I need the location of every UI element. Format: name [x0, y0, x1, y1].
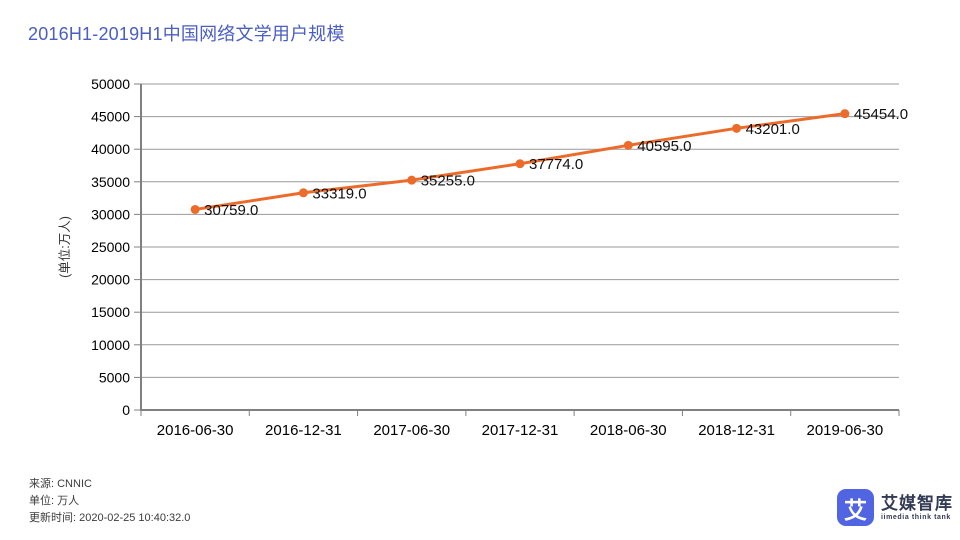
x-tick-label: 2016-06-30: [157, 422, 234, 439]
data-point: [407, 175, 417, 185]
iimedia-logo: 艾 艾媒智库 iimedia think tank: [837, 489, 953, 526]
y-tick-label: 50000: [91, 76, 130, 92]
iimedia-tagline: iimedia think tank: [881, 513, 951, 521]
data-point: [623, 140, 633, 150]
data-point-label: 33319.0: [312, 185, 366, 202]
iimedia-logo-icon: 艾: [837, 489, 874, 526]
data-point: [190, 204, 200, 214]
x-tick-label: 2018-06-30: [590, 422, 667, 439]
y-tick-label: 5000: [99, 369, 130, 385]
x-tick-label: 2019-06-30: [806, 422, 883, 439]
x-tick-label: 2017-12-31: [482, 422, 559, 439]
footer-notes: 来源: CNNIC 单位: 万人 更新时间: 2020-02-25 10:40:…: [29, 478, 190, 525]
data-point-label: 40595.0: [637, 138, 691, 155]
data-point-label: 45454.0: [854, 106, 908, 123]
data-point: [515, 159, 525, 169]
y-tick-label: 30000: [91, 206, 130, 222]
y-tick-label: 40000: [91, 141, 130, 157]
x-tick-label: 2018-12-31: [698, 422, 775, 439]
data-point: [840, 109, 850, 119]
data-point: [298, 188, 308, 198]
y-tick-label: 25000: [91, 239, 130, 255]
data-point-label: 37774.0: [529, 156, 583, 173]
source-note: 来源: CNNIC: [29, 478, 92, 490]
y-tick-label: 45000: [91, 109, 130, 125]
x-tick-label: 2017-06-30: [373, 422, 450, 439]
y-tick-label: 0: [122, 402, 130, 418]
data-point-label: 30759.0: [204, 202, 258, 219]
data-point-label: 35255.0: [421, 173, 475, 190]
unit-note: 单位: 万人: [29, 495, 80, 507]
y-tick-label: 10000: [91, 337, 130, 353]
chart-title: 2016H1-2019H1中国网络文学用户规模: [28, 24, 345, 44]
y-axis-title: (单位:万人): [57, 216, 72, 278]
data-point: [732, 123, 742, 133]
updated-note: 更新时间: 2020-02-25 10:40:32.0: [29, 512, 191, 524]
x-tick-label: 2016-12-31: [265, 422, 342, 439]
y-tick-label: 35000: [91, 174, 130, 190]
data-point-label: 43201.0: [746, 121, 800, 138]
iimedia-brand-name: 艾媒智库: [881, 493, 953, 513]
y-tick-label: 20000: [91, 272, 130, 288]
y-tick-label: 15000: [91, 304, 130, 320]
iimedia-logo-text: 艾媒智库 iimedia think tank: [881, 494, 953, 522]
